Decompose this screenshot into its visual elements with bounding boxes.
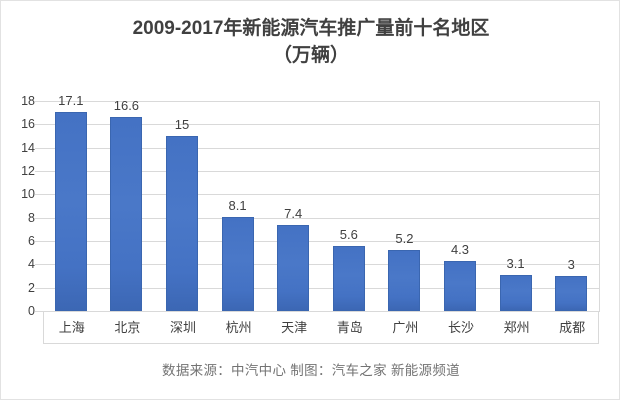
- plot-area: 17.1 16.6 15 8.1 7.4 5.6 5.2 4.3 3.1 3: [35, 93, 600, 312]
- bar-value-label: 7.4: [284, 205, 303, 221]
- bar[interactable]: [499, 274, 532, 311]
- bar-value-label: 5.6: [339, 226, 358, 242]
- y-axis-tick-label: 14: [21, 140, 35, 155]
- x-axis-tick-label: 成都: [559, 320, 586, 335]
- x-axis-line: [43, 311, 600, 312]
- source-note: 数据来源：中汽中心 制图：汽车之家 新能源频道: [162, 363, 460, 378]
- bar-group[interactable]: 17.1: [43, 93, 99, 311]
- gridline: [43, 147, 599, 149]
- y-axis-tick: [35, 101, 43, 102]
- bar-group[interactable]: 5.6: [321, 101, 377, 311]
- gridline: [43, 124, 599, 126]
- bar-value-label: 17.1: [58, 92, 84, 108]
- bar-group[interactable]: 16.6: [99, 98, 155, 311]
- x-axis-tick-label: 青岛: [336, 320, 363, 335]
- bar-value-label: 8.1: [228, 197, 247, 213]
- bar-value-label: 3.1: [506, 255, 525, 271]
- bar-value-label: 16.6: [113, 98, 140, 114]
- x-axis-tick-label: 天津: [281, 320, 308, 335]
- bar-value-label: 5.2: [395, 231, 414, 247]
- y-axis-tick-label: 0: [28, 304, 35, 318]
- x-axis-tick-label: 上海: [58, 320, 85, 335]
- y-axis-tick: [35, 287, 43, 289]
- bar-value-label: 15: [174, 117, 190, 132]
- x-axis-tick-label: 北京: [114, 320, 141, 335]
- bar[interactable]: [54, 111, 87, 311]
- chart-title-line-1: 2009-2017年新能源汽车推广量前十名地区: [132, 18, 490, 39]
- bar[interactable]: [332, 245, 365, 311]
- y-axis-tick: [35, 241, 43, 242]
- y-axis-tick-label: 12: [21, 164, 35, 178]
- y-axis-tick: [35, 124, 43, 126]
- x-axis-label-box: 上海 北京 深圳 杭州 天津 青岛 广州 长沙 郑州 成都: [43, 312, 599, 344]
- y-axis-tick-label: 10: [21, 187, 35, 202]
- y-axis-tick: [35, 171, 43, 172]
- y-axis-tick-label: 4: [28, 257, 35, 272]
- y-axis-tick: [35, 217, 43, 219]
- y-axis: 0 2 4 6 8 10 12 14 16 18: [1, 95, 35, 318]
- plot-right-edge: [599, 101, 600, 311]
- bar-value-label: 3: [567, 257, 575, 272]
- bar-group[interactable]: 5.2: [377, 101, 433, 311]
- gridline: [43, 287, 599, 289]
- chart-title-line-2: （万辆）: [272, 45, 349, 66]
- x-axis-tick-label: 郑州: [503, 320, 530, 335]
- bar-value-label: 4.3: [450, 241, 470, 257]
- bar-group[interactable]: 7.4: [265, 101, 321, 311]
- gridline: [43, 217, 599, 219]
- bar-group[interactable]: 15: [154, 101, 210, 311]
- bar[interactable]: [221, 216, 254, 311]
- bar[interactable]: [555, 276, 588, 311]
- bar[interactable]: [388, 250, 421, 311]
- gridline: [43, 194, 599, 196]
- bar[interactable]: [110, 117, 143, 311]
- bar[interactable]: [277, 224, 310, 311]
- x-axis-tick-label: 长沙: [447, 320, 474, 335]
- x-axis-tick-label: 杭州: [225, 320, 252, 335]
- y-axis-tick: [35, 194, 43, 196]
- bar-group[interactable]: 4.3: [432, 101, 488, 311]
- gridline: [43, 171, 599, 172]
- y-axis-tick-label: 16: [21, 117, 35, 132]
- gridline: [43, 241, 599, 242]
- y-axis-tick: [35, 147, 43, 149]
- gridline: [43, 264, 599, 266]
- y-axis-tick-label: 6: [28, 234, 35, 248]
- y-axis-tick-label: 18: [21, 94, 35, 108]
- y-axis-tick: [35, 264, 43, 266]
- bar[interactable]: [165, 136, 198, 311]
- x-axis-tick-label: 广州: [392, 320, 419, 335]
- y-axis-tick-label: 2: [28, 280, 35, 295]
- y-axis-tick: [35, 311, 43, 312]
- bar-group[interactable]: 3: [543, 101, 599, 311]
- page-title: 2009-2017年新能源汽车推广量前十名地区 （万辆）: [1, 15, 620, 69]
- bar-group[interactable]: 3.1: [488, 101, 544, 311]
- bar-group[interactable]: 8.1: [210, 101, 266, 311]
- y-axis-tick-label: 8: [28, 210, 35, 225]
- gridline: [43, 101, 599, 102]
- bar[interactable]: [443, 260, 476, 311]
- x-axis-tick-label: 深圳: [169, 320, 196, 335]
